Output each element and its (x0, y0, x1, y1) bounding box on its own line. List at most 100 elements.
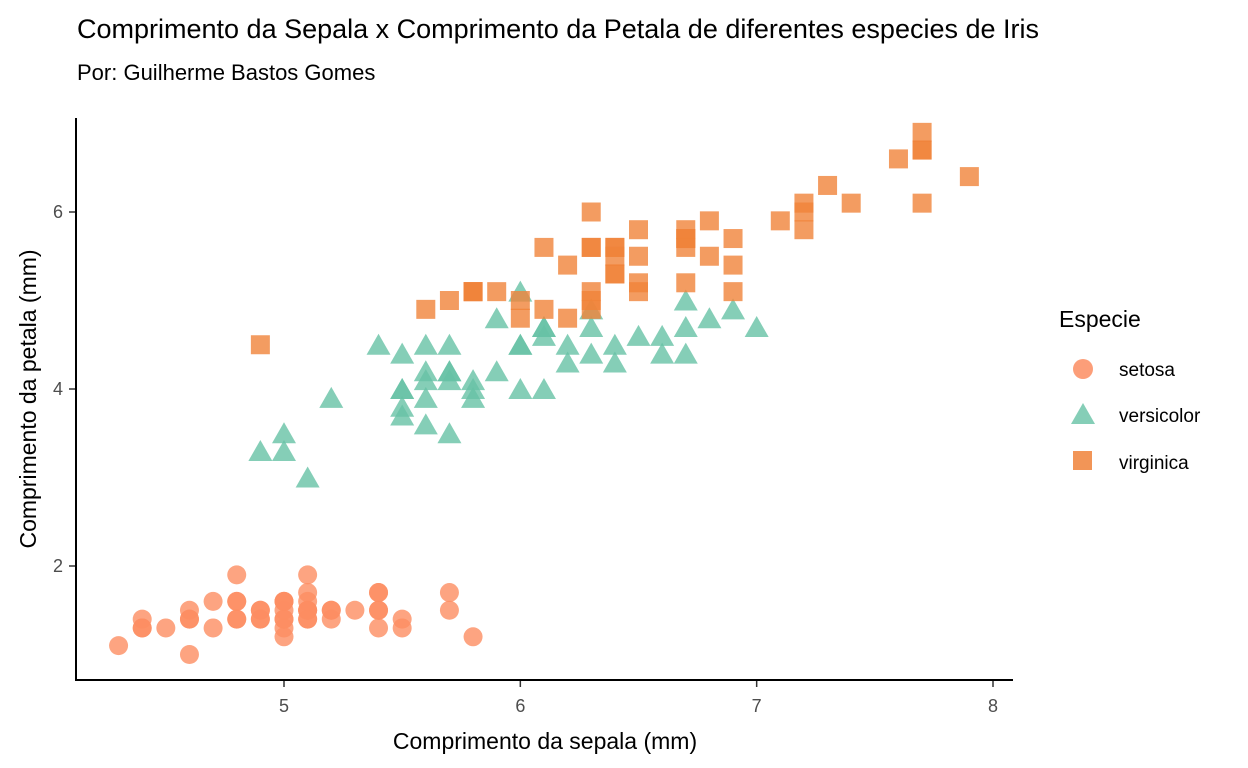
data-point-virginica (770, 211, 790, 231)
data-point-versicolor (413, 333, 438, 355)
data-point-virginica (629, 246, 648, 266)
series-virginica (250, 122, 979, 355)
data-point-setosa (227, 609, 247, 629)
data-point-setosa (369, 600, 389, 620)
data-point-versicolor (248, 439, 273, 461)
points-layer (109, 122, 979, 664)
data-point-versicolor (319, 386, 344, 408)
data-point-virginica (487, 282, 507, 302)
data-point-virginica (912, 140, 932, 160)
data-point-versicolor (484, 360, 509, 382)
legend-label-versicolor: versicolor (1119, 406, 1201, 427)
data-point-setosa (345, 600, 365, 620)
y-axis-title: Comprimento da petala (mm) (15, 249, 41, 548)
data-point-setosa (179, 609, 199, 629)
data-point-virginica (605, 246, 625, 266)
data-point-virginica (581, 237, 601, 257)
data-point-setosa (369, 618, 389, 638)
data-point-virginica (558, 308, 578, 328)
legend-label-setosa: setosa (1119, 360, 1175, 381)
data-point-setosa (463, 627, 483, 647)
data-point-versicolor (508, 378, 533, 399)
data-point-versicolor (579, 316, 604, 338)
data-point-setosa (321, 600, 341, 620)
data-point-versicolor (673, 342, 698, 364)
data-point-versicolor (413, 413, 438, 435)
data-point-versicolor (390, 378, 415, 399)
legend-key-virginica (1073, 451, 1092, 470)
data-point-virginica (888, 149, 908, 169)
series-setosa (109, 565, 483, 664)
data-point-setosa (274, 591, 294, 611)
data-point-setosa (156, 618, 176, 638)
data-point-virginica (605, 264, 625, 284)
x-tick-label: 8 (988, 696, 998, 716)
data-point-versicolor (602, 333, 627, 355)
legend-key-versicolor (1071, 403, 1095, 424)
data-point-setosa (179, 645, 199, 664)
data-point-versicolor (673, 289, 698, 311)
data-point-virginica (510, 308, 530, 328)
data-point-versicolor (555, 351, 580, 373)
data-point-versicolor (602, 351, 627, 373)
data-point-virginica (629, 273, 648, 293)
data-point-virginica (723, 282, 743, 302)
data-point-setosa (132, 618, 152, 638)
chart-title: Comprimento da Sepala x Comprimento da P… (77, 14, 1040, 44)
legend-title: Especie (1059, 306, 1141, 332)
data-point-virginica (534, 299, 554, 319)
data-point-versicolor (366, 333, 391, 355)
data-point-versicolor (650, 324, 675, 346)
data-point-virginica (723, 229, 743, 249)
data-point-virginica (912, 122, 932, 142)
data-point-versicolor (413, 386, 438, 408)
x-axis-title: Comprimento da sepala (mm) (393, 728, 697, 754)
y-tick-label: 4 (53, 379, 63, 399)
data-point-virginica (629, 220, 648, 240)
data-point-virginica (676, 229, 696, 249)
data-point-virginica (581, 202, 601, 222)
data-point-versicolor (272, 422, 296, 444)
x-tick-label: 5 (279, 696, 289, 716)
data-point-virginica (250, 335, 270, 355)
data-point-versicolor (461, 378, 486, 399)
data-point-setosa (203, 591, 223, 611)
data-point-versicolor (437, 369, 462, 391)
x-tick-label: 6 (515, 696, 525, 716)
data-point-versicolor (744, 316, 769, 338)
legend-key-setosa (1073, 359, 1093, 379)
data-point-setosa (298, 591, 318, 611)
data-point-versicolor (390, 342, 415, 364)
data-point-virginica (959, 167, 979, 187)
data-point-versicolor (555, 333, 580, 355)
data-point-setosa (109, 636, 129, 656)
data-point-virginica (463, 282, 483, 302)
x-tick-label: 7 (752, 696, 762, 716)
data-point-setosa (369, 583, 389, 603)
data-point-virginica (558, 255, 578, 275)
data-point-virginica (794, 220, 814, 240)
data-point-versicolor (437, 333, 462, 355)
y-tick-label: 2 (53, 556, 63, 576)
data-point-versicolor (484, 307, 509, 329)
data-point-virginica (676, 273, 696, 293)
legend-label-virginica: virginica (1119, 453, 1189, 474)
data-point-setosa (250, 609, 270, 629)
data-point-setosa (274, 609, 294, 629)
data-point-virginica (699, 246, 719, 266)
data-point-virginica (818, 175, 838, 195)
data-point-setosa (227, 565, 247, 585)
data-point-versicolor (531, 324, 556, 346)
legend: Especie setosa versicolor virginica (1059, 306, 1201, 474)
data-point-versicolor (437, 422, 462, 444)
data-point-virginica (723, 255, 743, 275)
data-point-virginica (581, 291, 601, 310)
data-point-virginica (439, 291, 459, 310)
data-point-setosa (298, 565, 318, 585)
data-point-setosa (439, 600, 459, 620)
data-point-setosa (392, 618, 412, 638)
data-point-virginica (841, 193, 861, 213)
x-ticks: 5 6 7 8 (279, 681, 998, 716)
chart-subtitle: Por: Guilherme Bastos Gomes (77, 60, 376, 85)
